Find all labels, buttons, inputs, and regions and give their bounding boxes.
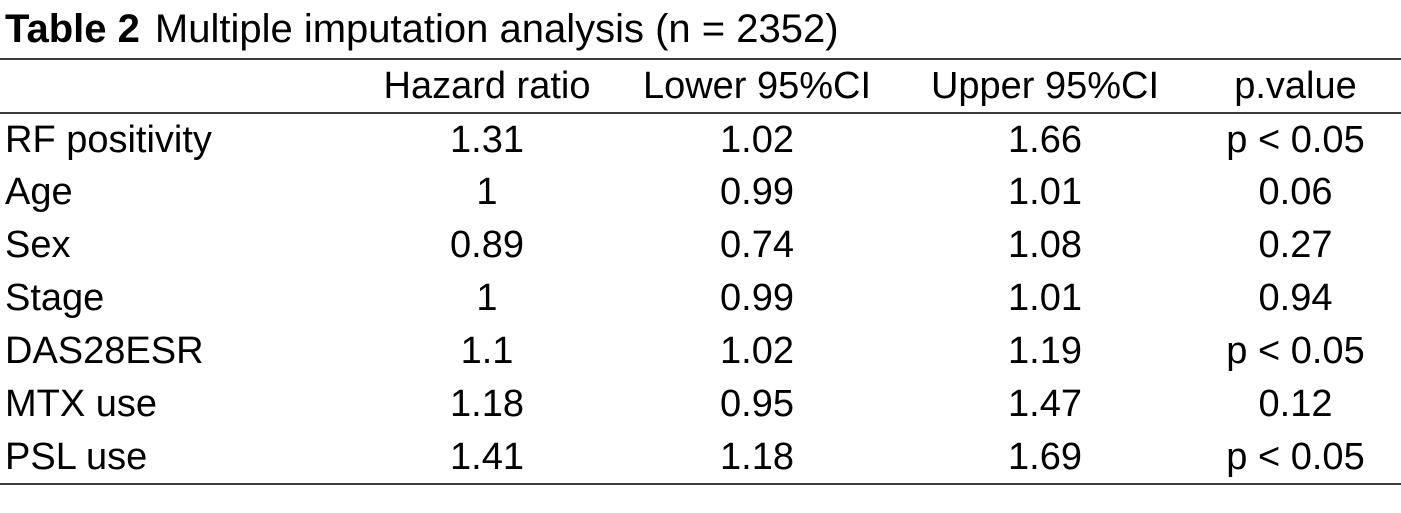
cell-hazard-ratio: 1 xyxy=(476,277,498,319)
cell-lower-ci: 1.02 xyxy=(720,330,794,372)
column-header-variable xyxy=(0,60,360,114)
column-header-p-value: p.value xyxy=(1190,60,1401,114)
cell-p-value: 0.27 xyxy=(1258,224,1333,266)
row-label: Sex xyxy=(5,224,71,266)
cell-hazard-ratio: 1.31 xyxy=(450,118,524,161)
cell-hazard-ratio: 1.18 xyxy=(450,383,524,425)
row-label: Age xyxy=(5,171,73,213)
row-label: Stage xyxy=(5,277,105,319)
cell-upper-ci: 1.19 xyxy=(1008,330,1082,372)
column-header-lower-ci: Lower 95%CI xyxy=(614,60,900,114)
cell-hazard-ratio: 1 xyxy=(476,171,498,213)
cell-p-value: p < 0.05 xyxy=(1226,435,1365,478)
cell-upper-ci: 1.08 xyxy=(1008,224,1082,266)
cell-p-value: 0.06 xyxy=(1258,171,1333,213)
cell-hazard-ratio: 1.1 xyxy=(460,330,514,372)
cell-upper-ci: 1.47 xyxy=(1008,383,1082,425)
table-row: MTX use 1.18 0.95 1.47 0.12 xyxy=(0,378,1401,431)
table-row: Stage 1 0.99 1.01 0.94 xyxy=(0,272,1401,325)
table-number: Table 2 xyxy=(5,6,140,51)
cell-p-value: 0.94 xyxy=(1258,277,1333,319)
cell-lower-ci: 0.99 xyxy=(720,277,794,319)
table-row: Age 1 0.99 1.01 0.06 xyxy=(0,166,1401,219)
cell-p-value: 0.12 xyxy=(1258,383,1333,425)
table-caption: Multiple imputation analysis (n = 2352) xyxy=(154,6,839,51)
cell-lower-ci: 0.95 xyxy=(720,383,794,425)
cell-lower-ci: 0.99 xyxy=(720,171,794,213)
cell-upper-ci: 1.69 xyxy=(1008,435,1082,478)
cell-p-value: p < 0.05 xyxy=(1226,118,1365,161)
row-label: DAS28ESR xyxy=(5,330,204,372)
cell-hazard-ratio: 0.89 xyxy=(450,224,524,266)
cell-p-value: p < 0.05 xyxy=(1226,330,1365,372)
cell-lower-ci: 1.18 xyxy=(720,435,794,478)
cell-lower-ci: 0.74 xyxy=(720,224,794,266)
cell-upper-ci: 1.66 xyxy=(1008,118,1082,161)
table-row: Sex 0.89 0.74 1.08 0.27 xyxy=(0,219,1401,272)
column-header-upper-ci: Upper 95%CI xyxy=(900,60,1190,114)
table-title: Table 2 Multiple imputation analysis (n … xyxy=(0,0,1401,60)
imputation-table: Hazard ratio Lower 95%CI Upper 95%CI p.v… xyxy=(0,60,1401,485)
row-label: RF positivity xyxy=(5,118,212,161)
row-label: MTX use xyxy=(5,383,158,425)
cell-upper-ci: 1.01 xyxy=(1008,277,1082,319)
cell-hazard-ratio: 1.41 xyxy=(450,435,524,478)
header-row: Hazard ratio Lower 95%CI Upper 95%CI p.v… xyxy=(0,60,1401,114)
table-row: RF positivity 1.31 1.02 1.66 p < 0.05 xyxy=(0,113,1401,166)
row-label: PSL use xyxy=(5,435,148,478)
table-row: PSL use 1.41 1.18 1.69 p < 0.05 xyxy=(0,431,1401,484)
cell-lower-ci: 1.02 xyxy=(720,118,794,161)
column-header-hazard-ratio: Hazard ratio xyxy=(360,60,614,114)
table-row: DAS28ESR 1.1 1.02 1.19 p < 0.05 xyxy=(0,325,1401,378)
cell-upper-ci: 1.01 xyxy=(1008,171,1082,213)
